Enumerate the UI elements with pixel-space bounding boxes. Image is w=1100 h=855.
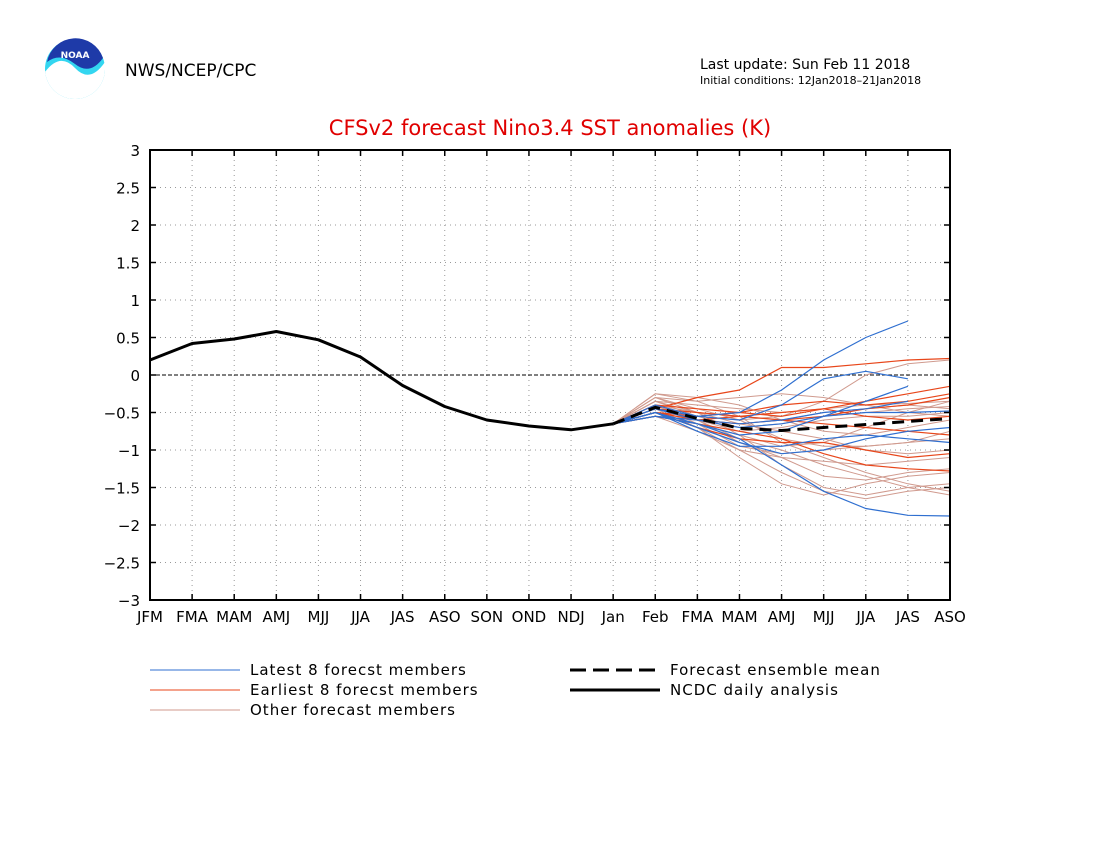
legend-item-analysis: NCDC daily analysis: [570, 681, 839, 699]
x-tick-label: ASO: [429, 608, 461, 626]
y-tick-label: −3: [118, 592, 140, 610]
x-tick-label: MAM: [216, 608, 252, 626]
y-tick-label: −2: [118, 517, 140, 535]
y-tick-label: 2.5: [116, 180, 140, 198]
x-tick-label: NDJ: [557, 608, 584, 626]
x-tick-label: MJJ: [308, 608, 330, 626]
forecast-member-line-latest: [613, 411, 951, 447]
forecast-member-line-latest: [613, 411, 951, 517]
x-tick-label: OND: [512, 608, 547, 626]
legend-label-latest: Latest 8 forecst members: [250, 661, 467, 679]
noaa-logo-gull: [45, 60, 105, 99]
forecast-member-line-earliest: [612, 357, 951, 425]
last-update-label: Last update: Sun Feb 11 2018: [700, 57, 910, 73]
ensemble-mean-line: [612, 405, 951, 433]
legend-item-earliest: Earliest 8 forecst members: [150, 681, 479, 699]
noaa-logo-dome: [47, 38, 103, 69]
x-tick-label: JJA: [855, 608, 876, 626]
y-tick-label: 0: [130, 367, 140, 385]
legend-item-latest: Latest 8 forecst members: [150, 661, 467, 679]
chart-title: CFSv2 forecast Nino3.4 SST anomalies (K): [329, 116, 771, 140]
forecast-member-line-latest: [613, 410, 951, 429]
legend-item-other: Other forecast members: [150, 701, 456, 719]
x-tick-label: JAS: [895, 608, 920, 626]
y-tick-label: 1: [130, 292, 140, 310]
organization-label: NWS/NCEP/CPC: [125, 61, 256, 81]
x-tick-label: MAM: [721, 608, 757, 626]
x-tick-label: JFM: [136, 608, 163, 626]
x-tick-label: AMJ: [768, 608, 796, 626]
legend-label-earliest: Earliest 8 forecst members: [250, 681, 479, 699]
forecast-member-line-latest: [613, 385, 909, 436]
noaa-logo-text: NOAA: [61, 51, 90, 61]
forecast-member-line-other: [613, 415, 951, 466]
y-tick-label: −1: [118, 442, 140, 460]
y-tick-label: −0.5: [104, 405, 140, 423]
x-tick-label: SON: [471, 608, 504, 626]
main-lines-layer: [149, 330, 951, 433]
y-tick-label: 3: [130, 142, 140, 160]
initial-conditions-label: Initial conditions: 12Jan2018–21Jan2018: [700, 74, 921, 87]
y-tick-label: −1.5: [104, 480, 140, 498]
x-tick-label: FMA: [681, 608, 714, 626]
legend: Latest 8 forecst members Earliest 8 forec…: [150, 661, 881, 719]
noaa-logo-icon: NOAA: [45, 38, 105, 99]
legend-label-analysis: NCDC daily analysis: [670, 681, 839, 699]
x-tick-label: ASO: [934, 608, 966, 626]
x-tick-label: JJA: [350, 608, 371, 626]
forecast-member-line-earliest: [612, 385, 951, 425]
legend-label-other: Other forecast members: [250, 701, 456, 719]
y-tick-label: 0.5: [116, 330, 140, 348]
y-tick-label: 2: [130, 217, 140, 235]
x-tick-label: JAS: [390, 608, 415, 626]
forecast-member-line-latest: [612, 400, 909, 425]
x-tick-label: Feb: [642, 608, 669, 626]
x-tick-label: FMA: [176, 608, 209, 626]
y-tick-label: −2.5: [104, 555, 140, 573]
analysis-line: [149, 330, 614, 432]
x-tick-label: AMJ: [262, 608, 290, 626]
x-tick-label: MJJ: [813, 608, 835, 626]
x-tick-label: Jan: [601, 608, 625, 626]
legend-item-mean: Forecast ensemble mean: [570, 661, 881, 679]
forecast-member-line-latest: [612, 370, 909, 425]
y-tick-label: 1.5: [116, 255, 140, 273]
legend-label-mean: Forecast ensemble mean: [670, 661, 881, 679]
